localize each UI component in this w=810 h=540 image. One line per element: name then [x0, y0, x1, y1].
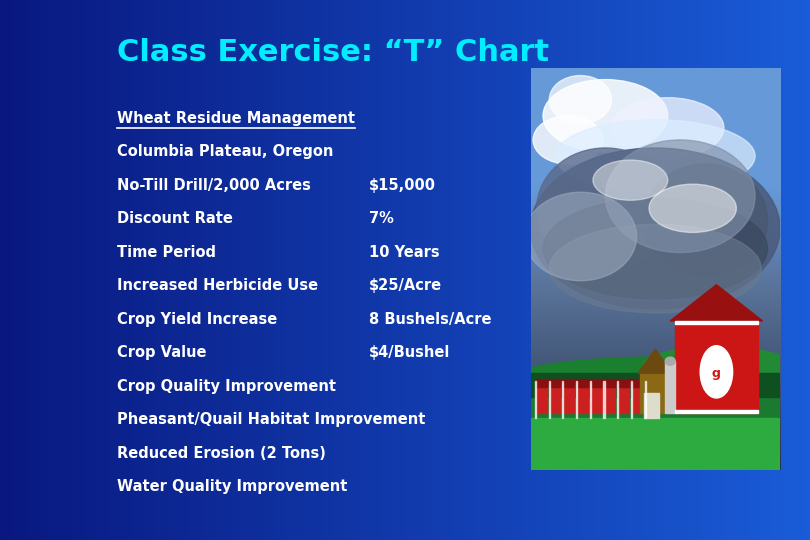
- Text: Water Quality Improvement: Water Quality Improvement: [117, 479, 347, 494]
- Bar: [535, 386, 547, 414]
- Bar: [618, 386, 629, 414]
- Text: Crop Value: Crop Value: [117, 345, 207, 360]
- Bar: [577, 386, 588, 414]
- Bar: [665, 361, 676, 414]
- Bar: [676, 321, 757, 324]
- Ellipse shape: [537, 148, 674, 268]
- Text: Crop Yield Increase: Crop Yield Increase: [117, 312, 278, 327]
- Text: Reduced Erosion (2 Tons): Reduced Erosion (2 Tons): [117, 446, 326, 461]
- Bar: [535, 379, 646, 386]
- Text: Crop Quality Improvement: Crop Quality Improvement: [117, 379, 336, 394]
- Ellipse shape: [543, 198, 768, 299]
- Ellipse shape: [549, 76, 612, 124]
- Bar: [617, 381, 618, 417]
- Bar: [676, 410, 757, 414]
- Bar: [590, 386, 602, 414]
- Text: 10 Years: 10 Years: [369, 245, 439, 260]
- Ellipse shape: [665, 357, 676, 365]
- Bar: [618, 384, 629, 387]
- Bar: [576, 381, 578, 417]
- Bar: [632, 386, 643, 414]
- Text: g: g: [712, 367, 721, 380]
- Polygon shape: [670, 285, 762, 321]
- Text: Increased Herbicide Use: Increased Herbicide Use: [117, 278, 318, 293]
- Bar: [577, 384, 588, 387]
- Bar: [631, 381, 632, 417]
- Text: Wheat Residue Management: Wheat Residue Management: [117, 111, 356, 126]
- Text: $25/Acre: $25/Acre: [369, 278, 441, 293]
- Bar: [562, 381, 564, 417]
- Circle shape: [700, 346, 732, 398]
- Ellipse shape: [556, 120, 755, 192]
- Bar: [603, 381, 604, 417]
- Bar: [531, 381, 780, 470]
- Text: Time Period: Time Period: [117, 245, 216, 260]
- Ellipse shape: [605, 140, 755, 253]
- Bar: [563, 384, 574, 387]
- Text: Class Exercise: “T” Chart: Class Exercise: “T” Chart: [117, 38, 549, 67]
- Bar: [548, 381, 550, 417]
- Text: $4/Bushel: $4/Bushel: [369, 345, 450, 360]
- Ellipse shape: [612, 98, 724, 158]
- Ellipse shape: [531, 148, 780, 309]
- Ellipse shape: [533, 116, 603, 164]
- Text: 8 Bushels/Acre: 8 Bushels/Acre: [369, 312, 491, 327]
- Bar: [535, 381, 536, 417]
- Bar: [632, 384, 643, 387]
- Bar: [563, 386, 574, 414]
- Bar: [535, 384, 547, 387]
- Ellipse shape: [543, 79, 667, 152]
- Text: Discount Rate: Discount Rate: [117, 211, 233, 226]
- Bar: [641, 373, 670, 414]
- Text: $15,000: $15,000: [369, 178, 436, 193]
- Bar: [604, 386, 616, 414]
- Ellipse shape: [549, 225, 761, 313]
- Text: Pheasant/Quail Habitat Improvement: Pheasant/Quail Habitat Improvement: [117, 412, 426, 427]
- Text: Columbia Plateau, Oregon: Columbia Plateau, Oregon: [117, 144, 334, 159]
- Bar: [590, 384, 602, 387]
- Bar: [676, 321, 757, 414]
- Ellipse shape: [524, 192, 637, 281]
- Bar: [531, 417, 780, 470]
- Bar: [549, 386, 561, 414]
- Text: No-Till Drill/2,000 Acres: No-Till Drill/2,000 Acres: [117, 178, 311, 193]
- Bar: [604, 384, 616, 387]
- Ellipse shape: [649, 184, 736, 232]
- Ellipse shape: [643, 164, 768, 276]
- Bar: [549, 384, 561, 387]
- Ellipse shape: [593, 160, 667, 200]
- Bar: [531, 373, 780, 397]
- Polygon shape: [637, 349, 673, 373]
- Bar: [644, 393, 659, 417]
- Text: 7%: 7%: [369, 211, 394, 226]
- Bar: [645, 381, 646, 417]
- Ellipse shape: [505, 357, 805, 406]
- Ellipse shape: [643, 347, 792, 383]
- Bar: [590, 381, 591, 417]
